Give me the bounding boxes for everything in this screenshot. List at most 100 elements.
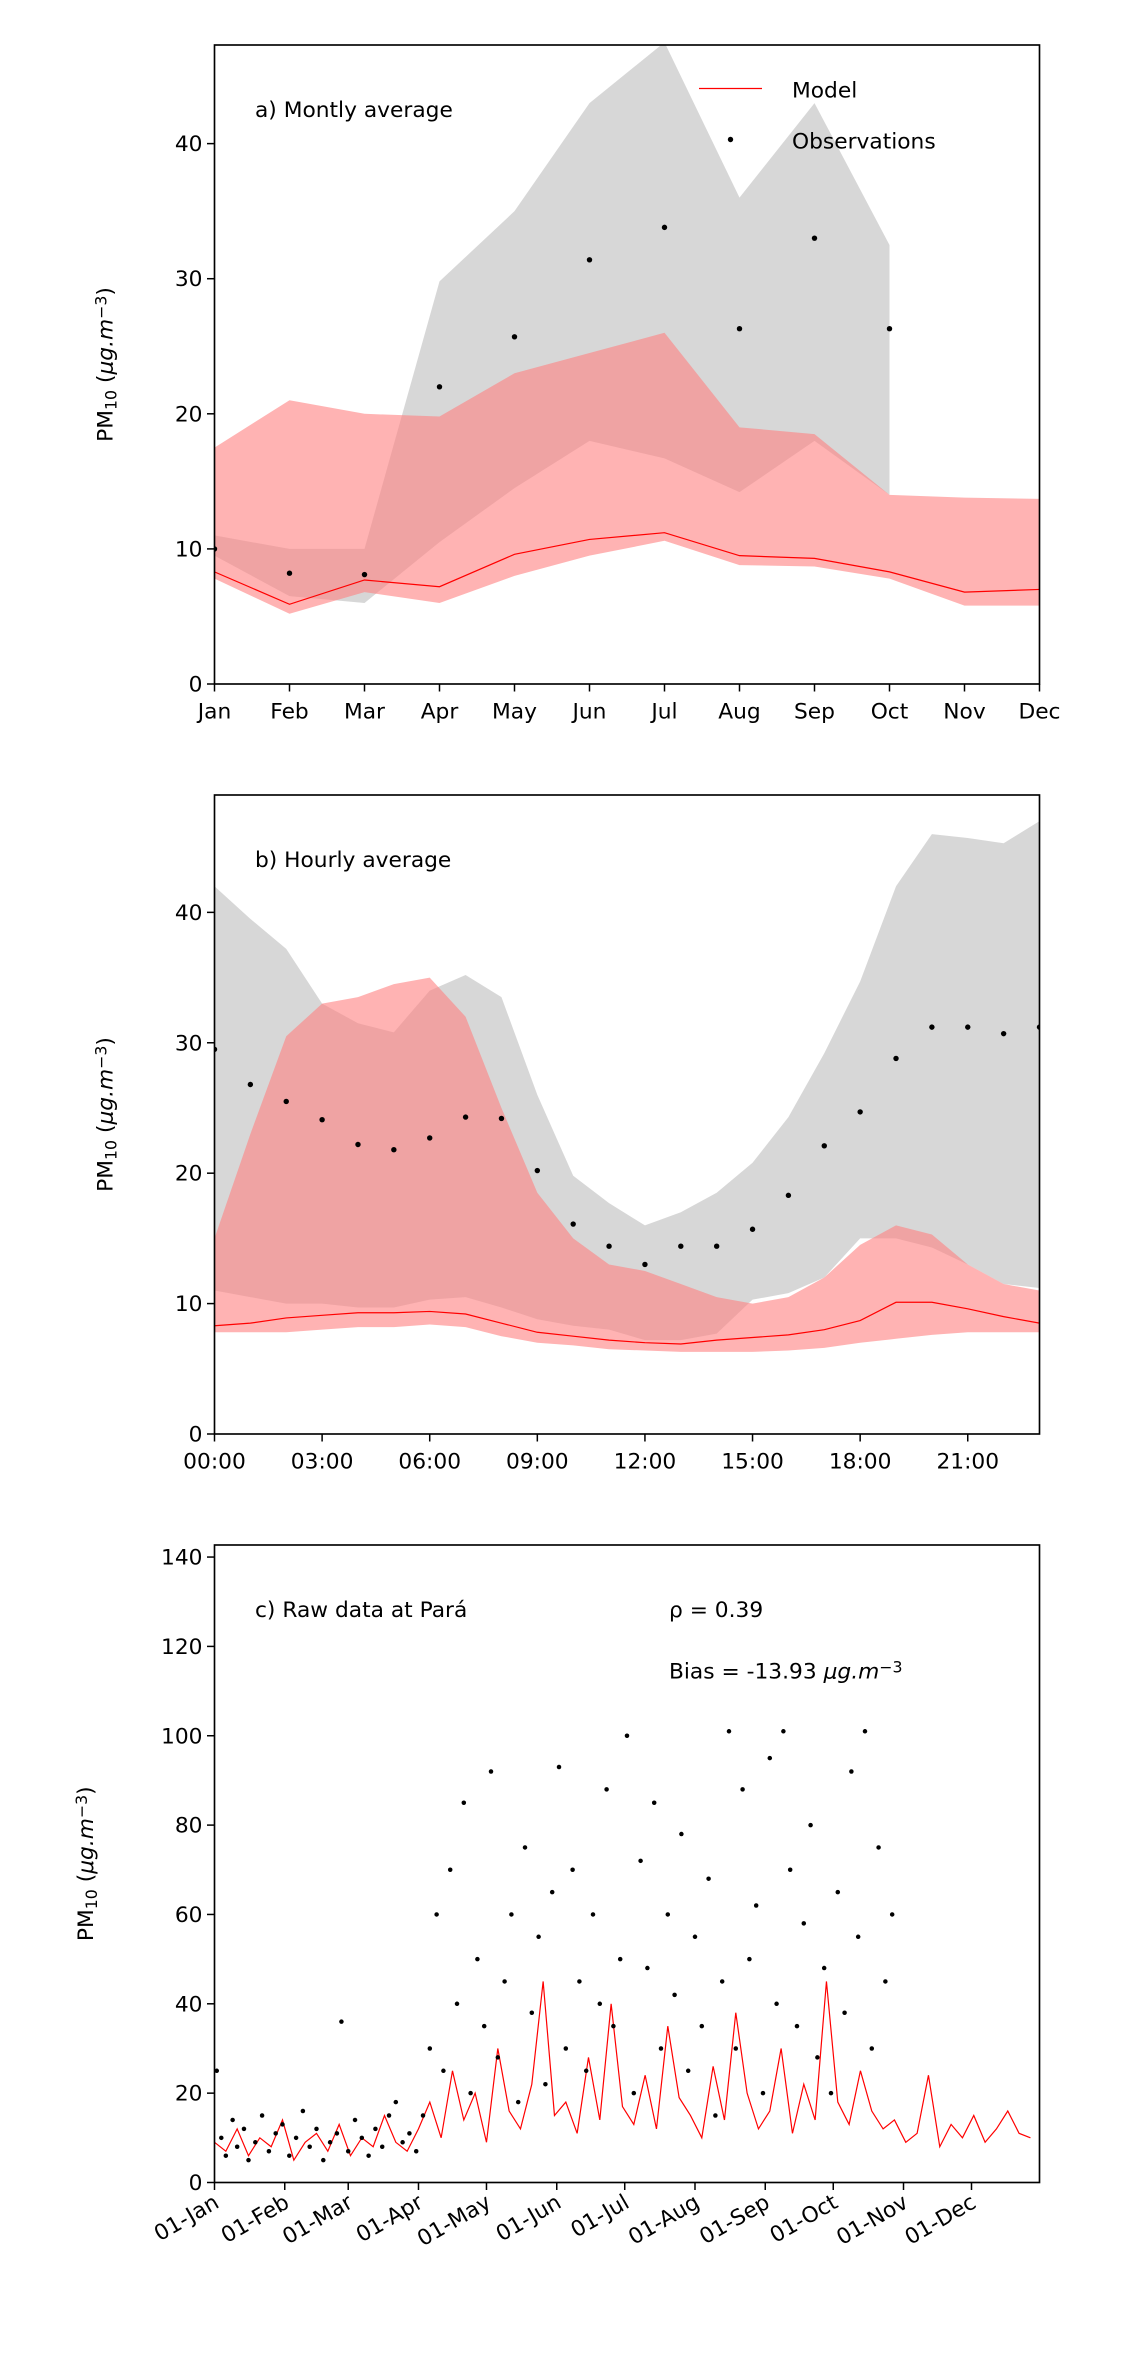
observation-point [287,2153,292,2158]
observation-point [441,2068,446,2074]
legend-dot [727,136,734,143]
observation-point [549,1889,555,1895]
observation-point [733,2046,739,2051]
y-tick-label: 10 [175,1292,203,1317]
observation-point [534,1167,541,1174]
text-part: −3 [879,1657,902,1676]
x-tick-label: 00:00 [183,1449,246,1474]
observation-point [685,2068,691,2074]
observation-point [293,2135,299,2141]
observation-point [361,571,368,578]
observation-point [849,1769,854,1774]
observation-point [468,2090,473,2096]
text-part: 10 [82,1889,101,1909]
observation-point [413,2148,419,2154]
y-tick-label: 40 [175,901,203,926]
observation-point [893,1055,899,1062]
observation-point [787,1867,793,1873]
x-tick-label: Dec [1018,699,1060,724]
x-tick-label: Oct [871,699,909,724]
observation-point [586,257,593,263]
observation-point [713,2113,718,2118]
observation-point [286,570,293,576]
observation-point [359,2135,365,2141]
y-tick-label: 0 [189,1422,203,1447]
observation-point [495,2055,501,2060]
y-tick-label: 0 [189,672,203,697]
observation-point [781,1729,786,1734]
observation-point [760,2090,766,2096]
observation-point [747,1956,752,1962]
annotation: b) Hourly average [255,848,451,873]
observation-point [219,2135,224,2141]
observation-point [740,1787,745,1792]
observation-point [475,1956,480,1962]
observation-point [461,1800,467,1806]
x-tick-label: 12:00 [614,1449,677,1474]
observation-point [334,2131,340,2136]
observation-point [811,235,818,241]
observation-point [307,2144,312,2150]
y-tick-label: 40 [175,132,203,157]
observation-point [785,1192,792,1199]
observation-point [488,1769,494,1774]
text-part: μg.m [74,1818,99,1875]
observation-point [801,1921,807,1926]
x-tick-label: Nov [943,699,986,724]
observation-point [556,1764,562,1770]
y-tick-label: 120 [161,1635,202,1660]
x-tick-label: 01-Nov [833,2190,913,2251]
observation-point [386,2113,392,2118]
text-part: −3 [91,1046,110,1069]
x-tick-label: Mar [344,699,385,724]
text-part: 10 [102,1140,121,1160]
observation-point [300,2108,306,2114]
x-tick-label: Feb [270,699,308,724]
observation-point [719,1979,725,1984]
observation-point [692,1934,698,1940]
observation-point [876,1845,881,1850]
observation-point [753,1903,759,1908]
model-line [214,1981,1031,2162]
observation-point [247,1081,254,1088]
observation-point [889,1912,895,1917]
model-line [214,532,1040,605]
text-part: ( [94,1125,119,1140]
band [214,977,1040,1352]
observation-point [393,2099,399,2105]
observation-point [400,2140,405,2145]
plot-area [214,44,1040,614]
observation-point [855,1934,861,1940]
x-tick-label: 18:00 [829,1449,892,1474]
observation-point [883,1979,888,1984]
observation-point [862,1729,868,1734]
axes-frame [213,44,1041,685]
observation-point [355,1141,361,1148]
observation-point [642,1261,648,1268]
text-part: −3 [91,296,110,319]
observation-point [842,2010,847,2015]
model-line [214,1301,1040,1345]
observation-point [511,334,518,340]
observation-point [661,224,668,231]
observation-point [253,2140,258,2145]
observation-point [672,1992,677,1998]
x-tick-label: 21:00 [936,1449,999,1474]
observation-point [699,2023,705,2029]
observation-point [407,2131,412,2136]
band [214,332,1040,614]
observation-point [420,2113,426,2118]
observation-point [214,2068,220,2074]
observation-point [509,1912,514,1917]
observation-point [570,1867,575,1873]
y-tick-label: 20 [175,2082,203,2107]
observation-point [794,2023,800,2029]
observation-point [273,2131,278,2136]
observation-point [280,2122,285,2127]
observation-point [502,1979,507,1984]
observation-point [590,1912,596,1917]
text-part: −3 [72,1795,91,1818]
observation-point [319,1117,325,1123]
observation-point [965,1024,971,1030]
y-axis-label: PM10 (μg.m−3) [91,287,120,442]
